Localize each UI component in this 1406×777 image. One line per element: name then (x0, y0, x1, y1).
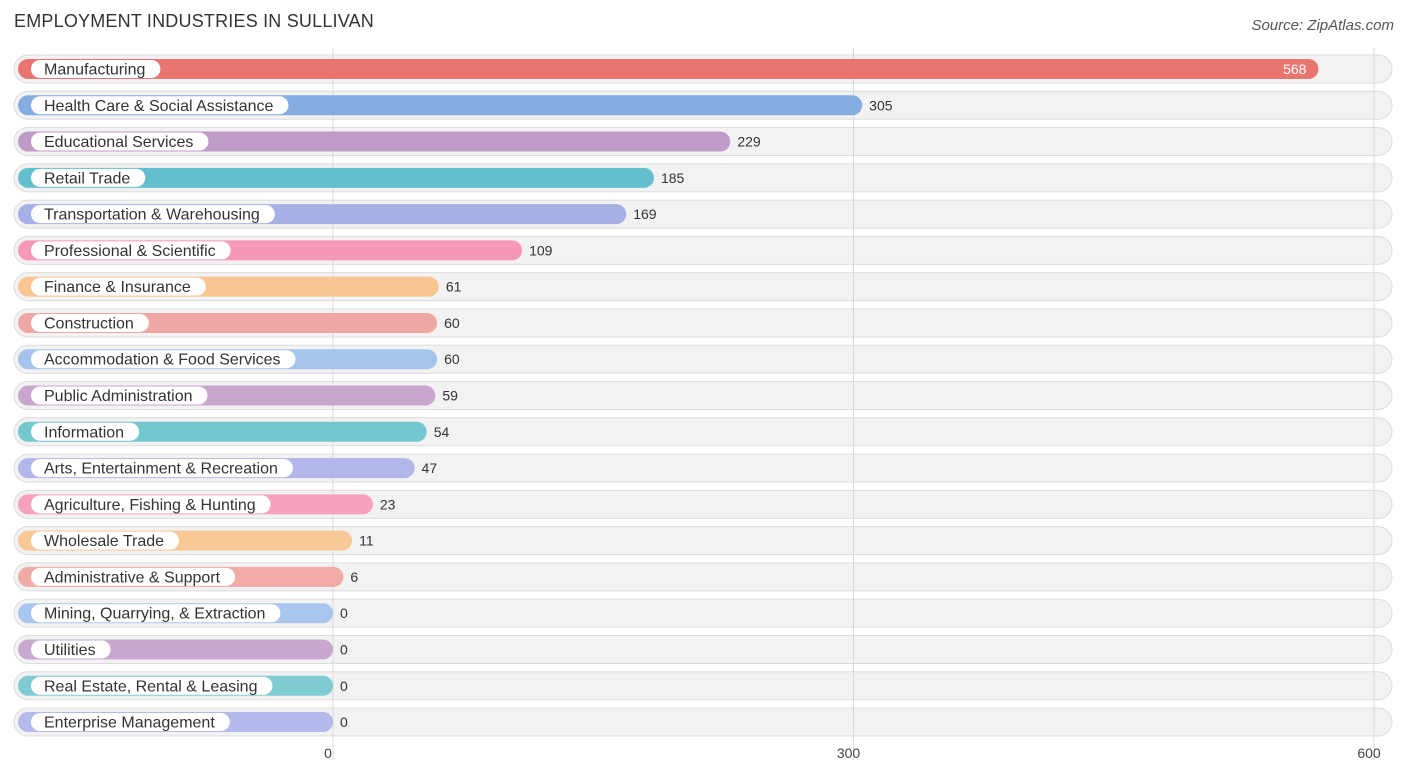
category-label: Real Estate, Rental & Leasing (44, 678, 257, 695)
category-label: Finance & Insurance (44, 279, 191, 296)
row-track (13, 634, 1393, 664)
value-label: 0 (340, 605, 348, 621)
x-tick-label: 0 (324, 745, 332, 761)
category-label: Accommodation & Food Services (44, 352, 281, 369)
category-label: Information (44, 424, 124, 441)
category-label: Agriculture, Fishing & Hunting (44, 497, 256, 514)
category-label: Arts, Entertainment & Recreation (44, 461, 278, 478)
category-label: Educational Services (44, 134, 193, 151)
value-label: 0 (340, 641, 348, 657)
category-label: Transportation & Warehousing (44, 207, 260, 224)
category-label-pill (31, 531, 180, 550)
category-label-pill (31, 422, 140, 441)
category-label-pill (31, 205, 275, 224)
value-label: 47 (422, 460, 438, 476)
row-track (13, 707, 1393, 737)
category-label: Health Care & Social Assistance (44, 98, 274, 115)
value-label: 54 (434, 424, 450, 440)
chart-title: EMPLOYMENT INDUSTRIES IN SULLIVAN (14, 11, 375, 31)
category-label-pill (31, 132, 209, 151)
bar (18, 59, 1319, 79)
x-tick-label: 600 (1357, 745, 1381, 761)
bars: Manufacturing 568 Health Care & Social Ass… (18, 59, 1319, 733)
value-label: 0 (340, 714, 348, 730)
value-label: 61 (446, 279, 462, 295)
category-label: Utilities (44, 642, 96, 659)
value-label: 305 (869, 97, 893, 113)
category-label-pill (31, 459, 293, 478)
value-label: 11 (359, 533, 374, 549)
category-label-pill (31, 386, 208, 405)
category-label: Public Administration (44, 388, 193, 405)
category-label-pill (31, 313, 149, 332)
category-label-pill (31, 495, 271, 514)
category-label-pill (31, 676, 273, 695)
category-label-pill (31, 567, 236, 586)
category-label: Enterprise Management (44, 715, 215, 732)
value-label: 6 (350, 569, 358, 585)
row-track (13, 671, 1393, 701)
row-track (13, 562, 1393, 592)
category-label-pill (31, 96, 289, 115)
category-label: Manufacturing (44, 62, 145, 79)
category-label-pill (31, 168, 146, 187)
value-label: 169 (633, 206, 657, 222)
value-label: 568 (1283, 61, 1307, 77)
value-label: 60 (444, 315, 460, 331)
category-label-pill (31, 60, 161, 78)
value-label: 23 (380, 496, 396, 512)
value-label: 60 (444, 351, 460, 367)
value-label: 109 (529, 242, 553, 258)
category-label-pill (31, 350, 296, 369)
category-label: Administrative & Support (44, 569, 221, 586)
bar (18, 167, 654, 188)
category-label: Professional & Scientific (44, 243, 216, 260)
category-label: Retail Trade (44, 170, 130, 187)
category-label: Wholesale Trade (44, 533, 164, 550)
value-label: 0 (340, 678, 348, 694)
category-label-pill (31, 713, 230, 732)
category-label-pill (31, 604, 281, 623)
category-label: Mining, Quarrying, & Extraction (44, 606, 265, 623)
value-label: 185 (661, 170, 685, 186)
category-label: Construction (44, 315, 134, 332)
chart-source: Source: ZipAtlas.com (1251, 17, 1394, 34)
row-track (13, 526, 1393, 556)
x-tick-label: 300 (837, 745, 861, 761)
value-label: 229 (737, 134, 761, 150)
category-label-pill (31, 277, 206, 296)
row-track (13, 598, 1393, 628)
value-label: 59 (442, 388, 458, 404)
category-label-pill (31, 241, 231, 260)
x-axis: 0 300 600 (324, 745, 1381, 761)
category-label-pill (31, 640, 111, 659)
